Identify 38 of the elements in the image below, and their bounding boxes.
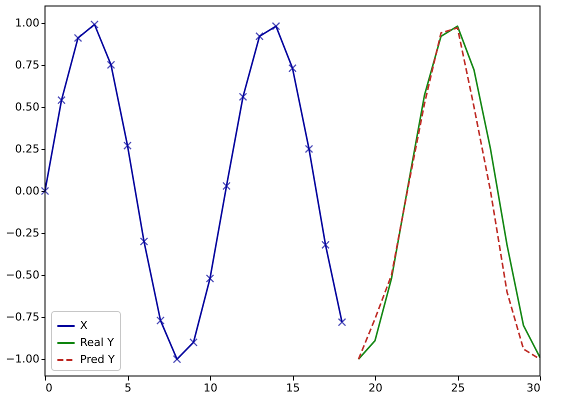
y-tick-label: −1.00: [6, 352, 40, 366]
point: [74, 34, 82, 42]
x-tick-label: 5: [124, 382, 132, 394]
y-tick-label: −0.50: [6, 268, 40, 282]
point: [140, 237, 148, 246]
y-tick-label: 0.00: [15, 184, 40, 198]
point: [238, 92, 248, 102]
y-tick-label: 0.25: [15, 142, 40, 156]
point: [189, 338, 198, 347]
y-tick-label: −0.25: [6, 226, 40, 240]
x-tick-label: 0: [46, 382, 52, 394]
legend-label: X: [80, 319, 88, 332]
x-tick-label: 15: [286, 382, 300, 394]
point: [272, 22, 280, 30]
point: [90, 20, 99, 29]
y-tick-label: 0.75: [15, 58, 40, 72]
point: [338, 318, 346, 326]
point: [288, 64, 297, 72]
x-tick-label: 30: [526, 382, 540, 394]
point: [222, 182, 231, 190]
y-tick-label: 1.00: [15, 16, 40, 30]
point: [106, 60, 116, 70]
x-tick-label: 10: [204, 382, 218, 394]
point: [255, 32, 264, 40]
point: [123, 141, 132, 150]
point: [172, 354, 182, 364]
point: [40, 186, 50, 196]
legend-label: Real Y: [80, 336, 114, 349]
x-tick-label: 20: [368, 382, 382, 394]
x-tick-label: 25: [451, 382, 465, 394]
legend-label: Pred Y: [80, 353, 115, 366]
point: [206, 274, 214, 283]
point: [321, 240, 330, 250]
point: [57, 96, 66, 104]
point: [156, 316, 165, 325]
point: [304, 144, 314, 154]
y-tick-label: −0.75: [6, 310, 40, 324]
y-tick-label: 0.50: [15, 100, 40, 114]
